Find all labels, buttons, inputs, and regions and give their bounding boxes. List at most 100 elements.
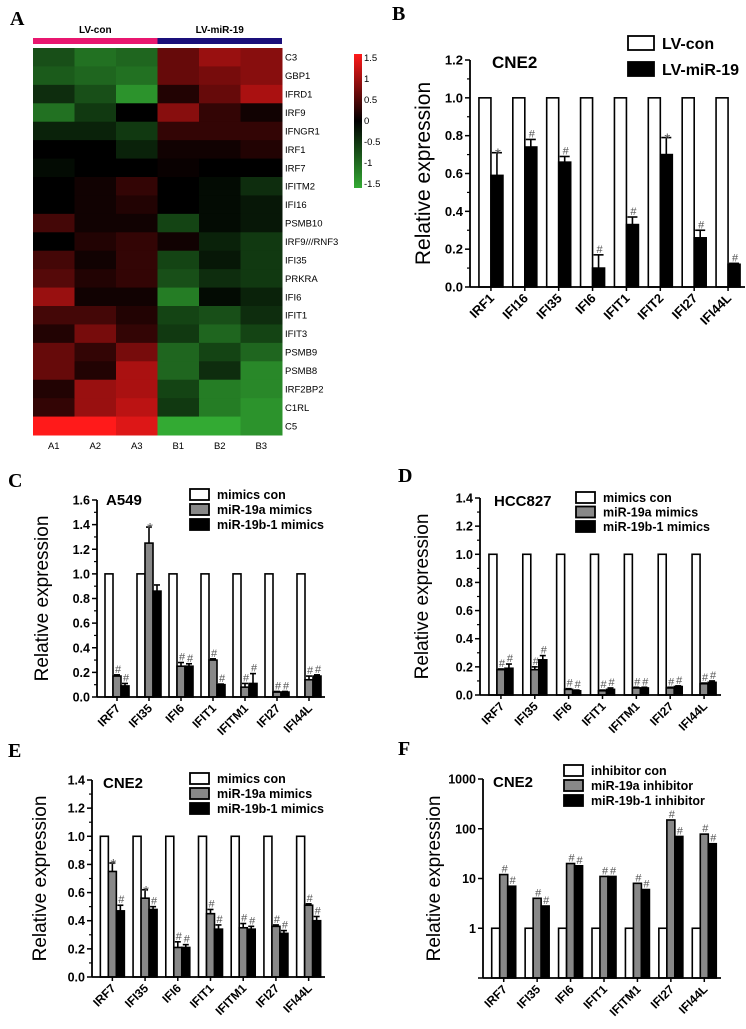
bar (144, 542, 154, 698)
x-tick-label: IFIT1 (187, 981, 217, 1011)
significance-mark: # (702, 672, 709, 684)
heatmap-cell (199, 84, 241, 104)
significance-mark: # (698, 219, 705, 231)
legend-swatch (627, 35, 655, 51)
bar (506, 885, 517, 979)
heatmap-cell (157, 232, 200, 252)
significance-mark: # (123, 672, 130, 684)
significance-mark: # (307, 665, 314, 677)
bar (591, 267, 606, 288)
heatmap-cell (157, 103, 200, 123)
significance-mark: # (543, 895, 550, 907)
heatmap-cell (33, 177, 75, 196)
heatmap-cell (157, 269, 200, 289)
row-label: C1RL (285, 403, 309, 414)
bar (707, 842, 718, 979)
heatmap-cell (33, 103, 75, 123)
panel-label-b: B (392, 3, 406, 25)
bar (681, 97, 695, 288)
y-tick-label: 0.4 (68, 914, 85, 928)
heatmap-cell (157, 416, 200, 436)
heatmap-cell (199, 361, 241, 381)
heatmap-cell (240, 121, 283, 141)
heatmap-cell (157, 140, 200, 160)
heatmap-cell (157, 287, 200, 307)
bar (311, 919, 322, 978)
row-label: PSMB10 (285, 219, 323, 230)
x-tick-label: IFIT1 (579, 699, 609, 729)
heatmap-cell (74, 177, 117, 196)
row-label: IFITM2 (285, 182, 315, 193)
y-tick-label: 0.6 (445, 166, 463, 181)
y-tick-label: 0.0 (456, 689, 473, 703)
bar (658, 927, 668, 979)
x-tick-label: IFI35 (512, 699, 541, 728)
heatmap-cell (116, 398, 158, 418)
heatmap-cell (199, 232, 241, 252)
bar (591, 927, 601, 979)
panel-label-a: A (10, 8, 25, 30)
x-tick-label: IRF7 (90, 981, 119, 1010)
heatmap-cell (33, 324, 75, 344)
bar (205, 912, 216, 978)
significance-mark: # (563, 145, 570, 157)
significance-mark: # (567, 678, 574, 690)
x-tick-label: IFI6 (163, 701, 188, 726)
y-axis-title: Relative expression (424, 796, 445, 962)
bar (312, 675, 322, 698)
heatmap-cell (116, 287, 158, 307)
x-tick-label: IFITM1 (607, 982, 644, 1019)
legend-label: miR-19b-1 mimics (217, 802, 324, 816)
y-tick-label: 1 (469, 922, 476, 936)
row-label: IRF1 (285, 145, 306, 156)
heatmap-cell (199, 103, 241, 123)
heatmap-cell (33, 158, 75, 178)
colorbar-tick-label: -1 (364, 158, 372, 169)
row-label: IFNGR1 (285, 126, 320, 137)
group-bar-lv-mir19 (157, 38, 282, 44)
bar (498, 873, 509, 979)
bar (148, 908, 158, 978)
bar (613, 97, 628, 288)
y-tick-label: 10 (462, 872, 476, 886)
bar (545, 97, 560, 288)
x-tick-label: IFI44L (697, 290, 734, 327)
significance-mark: # (219, 673, 226, 685)
heatmap-cell (240, 342, 283, 362)
legend-swatch (189, 772, 210, 785)
x-tick-label: IFIT2 (634, 291, 666, 323)
significance-mark: # (602, 865, 609, 877)
row-label: PSMB9 (285, 348, 317, 359)
significance-mark: # (710, 833, 717, 845)
row-label: IRF7 (285, 163, 306, 174)
heatmap-cell (116, 324, 158, 344)
bar (573, 865, 584, 979)
bar (657, 553, 668, 696)
x-tick-label: IFITM1 (214, 701, 251, 738)
bar (279, 932, 289, 978)
x-tick-label: IFI35 (533, 291, 565, 323)
chart-title: A549 (106, 492, 142, 509)
heatmap-cell (157, 306, 200, 325)
bar (232, 573, 242, 698)
bar (271, 925, 281, 978)
y-tick-label: 1.2 (73, 543, 90, 557)
heatmap-cell (74, 416, 117, 436)
y-tick-label: 0.2 (445, 242, 463, 257)
row-label: IRF9///RNF3 (285, 237, 338, 248)
bar (624, 927, 635, 979)
heatmap-cell (199, 342, 241, 362)
heatmap-cell (116, 121, 158, 141)
significance-mark: # (630, 206, 637, 218)
colorbar (354, 54, 362, 188)
significance-mark: # (635, 872, 642, 884)
heatmap-cell (116, 232, 158, 252)
y-tick-label: 0.8 (68, 858, 85, 872)
x-tick-label: IFI44L (280, 981, 314, 1015)
bar (504, 667, 514, 696)
bar (120, 685, 130, 698)
x-tick-label: IFI27 (647, 699, 676, 728)
heatmap-cell (240, 158, 283, 178)
heatmap-cell (74, 195, 117, 215)
heatmap-cell (157, 342, 200, 362)
